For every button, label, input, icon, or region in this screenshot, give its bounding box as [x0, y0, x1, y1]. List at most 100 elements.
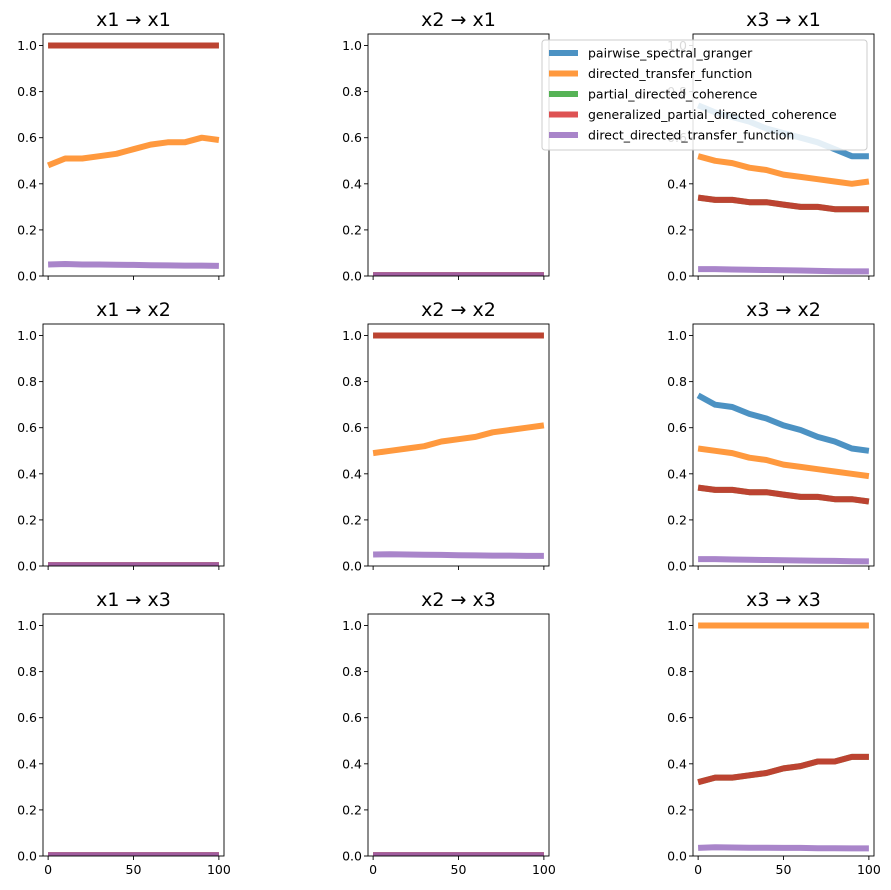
x-tick-label: 0: [369, 862, 377, 877]
panel-title: x3 → x2: [746, 299, 821, 321]
y-tick-label: 0.4: [17, 176, 37, 191]
y-tick-label: 0.0: [17, 559, 37, 574]
series-line-direct-directed-transfer-function: [48, 261, 219, 269]
panel-title: x2 → x1: [421, 9, 496, 31]
y-tick-label: 0.4: [342, 176, 362, 191]
panel-title: x1 → x3: [96, 589, 171, 611]
panel-title: x2 → x3: [421, 589, 496, 611]
series-line-pairwise-spectral-granger: [696, 392, 870, 454]
y-tick-label: 0.0: [342, 559, 362, 574]
y-tick-label: 1.0: [17, 38, 37, 53]
series-line-directed-transfer-function: [697, 153, 870, 187]
series-line-directed-transfer-function: [372, 422, 545, 457]
axes-frame: [42, 33, 225, 277]
axes-frame: [42, 323, 225, 567]
x-tick-label: 100: [532, 862, 556, 877]
y-tick-label: 0.0: [342, 269, 362, 284]
axes-frame: [367, 33, 550, 277]
series-line-directed-transfer-function: [46, 134, 220, 169]
series-line-directed-transfer-function: [697, 445, 870, 480]
panel-2: x2 → x1 0.0 0.2 0.4 0.6 0.8 1.0: [342, 9, 550, 284]
y-tick-label: 0.6: [342, 710, 362, 725]
y-tick-label: 1.0: [667, 618, 687, 633]
panel-title: x1 → x1: [96, 9, 171, 31]
y-tick-label: 1.0: [342, 38, 362, 53]
panel-5: x2 → x2 0.0 0.2 0.4 0.6 0.8 1.0: [342, 299, 550, 574]
y-tick-label: 0.0: [667, 269, 687, 284]
x-tick-label: 50: [776, 862, 792, 877]
y-tick-label: 0.2: [667, 222, 687, 237]
y-tick-label: 0.8: [17, 84, 37, 99]
panel-8: x2 → x3 0.0 0.2 0.4 0.6 0.8 1.0 0 50 100: [342, 589, 556, 877]
y-tick-label: 0.4: [667, 756, 687, 771]
y-tick-label: 0.2: [17, 222, 37, 237]
legend-box: [541, 39, 868, 151]
panel-title: x2 → x2: [421, 299, 496, 321]
axes-frame: [42, 613, 225, 857]
legend-label: directed_transfer_function: [588, 66, 752, 81]
y-tick-label: 0.0: [342, 849, 362, 864]
y-tick-label: 0.4: [667, 466, 687, 481]
legend-label: generalized_partial_directed_coherence: [588, 107, 837, 122]
panel-4: x1 → x2 0.0 0.2 0.4 0.6 0.8 1.0: [17, 299, 225, 574]
panel-title: x1 → x2: [96, 299, 171, 321]
legend-label: direct_directed_transfer_function: [588, 128, 794, 143]
y-tick-label: 0.8: [342, 84, 362, 99]
y-tick-label: 1.0: [17, 328, 37, 343]
y-tick-label: 0.6: [667, 710, 687, 725]
y-tick-label: 0.2: [342, 512, 362, 527]
y-tick-label: 0.6: [17, 130, 37, 145]
y-tick-label: 0.2: [342, 222, 362, 237]
y-tick-label: 0.0: [17, 849, 37, 864]
axes-frame: [367, 613, 550, 857]
y-tick-label: 1.0: [667, 328, 687, 343]
series-line-direct-directed-transfer-function: [698, 556, 869, 565]
x-tick-label: 100: [857, 862, 881, 877]
y-tick-label: 0.4: [342, 466, 362, 481]
x-tick-label: 50: [451, 862, 467, 877]
legend-label: pairwise_spectral_granger: [588, 46, 753, 61]
y-tick-label: 0.8: [17, 664, 37, 679]
y-tick-label: 0.6: [17, 710, 37, 725]
series-line-generalized-partial-directed-coherence: [697, 194, 869, 213]
series-line-generalized-partial-directed-coherence: [697, 484, 870, 505]
legend: pairwise_spectral_granger directed_transf…: [541, 39, 868, 151]
y-tick-label: 0.4: [17, 466, 37, 481]
series-line-direct-directed-transfer-function: [697, 844, 869, 852]
x-tick-label: 0: [694, 862, 702, 877]
panel-1: x1 → x1 0.0 0.2 0.4 0.6 0.8 1.0: [17, 9, 225, 284]
series-line-direct-directed-transfer-function: [373, 551, 544, 559]
y-tick-label: 0.8: [342, 374, 362, 389]
panel-9: x3 → x3 0.0 0.2 0.4 0.6 0.8 1.0 0 50 100: [667, 589, 881, 877]
y-tick-label: 1.0: [17, 618, 37, 633]
y-tick-label: 0.8: [342, 664, 362, 679]
y-tick-label: 0.4: [667, 176, 687, 191]
panel-6: x3 → x2 0.0 0.2 0.4 0.6 0.8 1.0: [667, 299, 875, 574]
y-tick-label: 0.6: [667, 420, 687, 435]
y-tick-label: 0.0: [667, 849, 687, 864]
panel-7: x1 → x3 0.0 0.2 0.4 0.6 0.8 1.0 0 50 100: [17, 589, 231, 877]
y-tick-label: 0.2: [667, 512, 687, 527]
y-tick-label: 0.2: [667, 802, 687, 817]
y-tick-label: 0.4: [17, 756, 37, 771]
y-tick-label: 0.0: [667, 559, 687, 574]
x-tick-label: 0: [44, 862, 52, 877]
x-tick-label: 100: [207, 862, 231, 877]
y-tick-label: 0.4: [342, 756, 362, 771]
axes-frame: [692, 613, 875, 857]
series-line-generalized-partial-directed-coherence: [697, 753, 869, 786]
series-line-direct-directed-transfer-function: [698, 266, 869, 275]
y-tick-label: 0.2: [342, 802, 362, 817]
y-tick-label: 0.2: [17, 512, 37, 527]
y-tick-label: 1.0: [342, 618, 362, 633]
axes-frame: [367, 323, 550, 567]
panel-title: x3 → x3: [746, 589, 821, 611]
y-tick-label: 0.2: [17, 802, 37, 817]
y-tick-label: 0.6: [342, 130, 362, 145]
x-tick-label: 50: [126, 862, 142, 877]
y-tick-label: 0.8: [667, 374, 687, 389]
panel-title: x3 → x1: [746, 9, 821, 31]
y-tick-label: 0.6: [17, 420, 37, 435]
legend-label: partial_directed_coherence: [588, 87, 758, 102]
